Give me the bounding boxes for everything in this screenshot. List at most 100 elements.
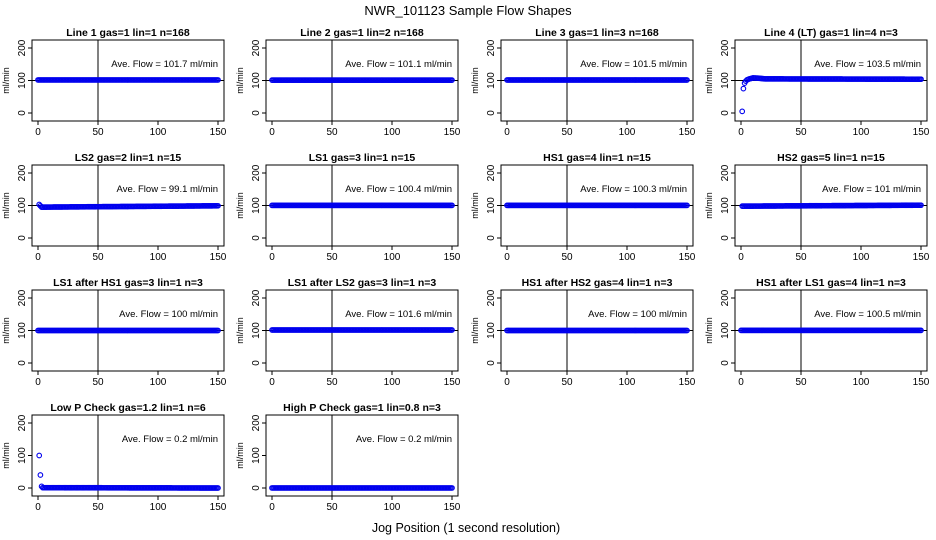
y-tick-label: 100 xyxy=(251,447,262,464)
panel-title: HS1 after LS1 gas=4 lin=1 n=3 xyxy=(756,277,906,289)
ave-flow-annotation: Ave. Flow = 100 ml/min xyxy=(119,309,218,320)
x-tick-label: 50 xyxy=(795,252,807,263)
ave-flow-annotation: Ave. Flow = 101.6 ml/min xyxy=(345,309,452,320)
y-axis-label: ml/min xyxy=(470,317,480,344)
data-point xyxy=(215,202,221,209)
y-tick-label: 200 xyxy=(251,289,262,306)
x-tick-label: 150 xyxy=(913,127,930,138)
x-tick-label: 150 xyxy=(679,377,696,388)
x-tick-label: 50 xyxy=(561,127,573,138)
data-point xyxy=(215,77,221,83)
y-axis-label: ml/min xyxy=(235,192,245,219)
x-tick-label: 150 xyxy=(444,252,461,263)
panel-11: HS1 after HS2 gas=4 lin=1 n=3 0 50 100 150 0 1… xyxy=(470,277,696,388)
y-tick-label: 100 xyxy=(17,72,28,89)
panel-9: LS1 after HS1 gas=3 lin=1 n=3 0 50 100 150 0 1… xyxy=(1,277,227,388)
x-tick-label: 0 xyxy=(738,127,744,138)
x-tick-label: 100 xyxy=(384,377,401,388)
x-tick-label: 100 xyxy=(384,502,401,513)
y-tick-label: 100 xyxy=(17,322,28,339)
panel-title: Line 4 (LT) gas=1 lin=4 n=3 xyxy=(764,27,898,39)
x-tick-label: 0 xyxy=(269,502,275,513)
ave-flow-annotation: Ave. Flow = 101 ml/min xyxy=(822,184,921,195)
y-tick-label: 100 xyxy=(251,197,262,214)
x-tick-label: 0 xyxy=(35,127,41,138)
x-tick-label: 150 xyxy=(210,127,227,138)
ave-flow-annotation: Ave. Flow = 100.4 ml/min xyxy=(345,184,452,195)
y-tick-label: 0 xyxy=(17,235,28,241)
data-series xyxy=(738,327,924,334)
figure-xlabel: Jog Position (1 second resolution) xyxy=(372,521,560,535)
x-tick-label: 150 xyxy=(679,127,696,138)
data-point xyxy=(449,327,455,333)
x-tick-label: 50 xyxy=(92,252,104,263)
y-tick-label: 200 xyxy=(251,414,262,431)
panel-title: Line 3 gas=1 lin=3 n=168 xyxy=(535,27,659,39)
panel-title: LS2 gas=2 lin=1 n=15 xyxy=(75,152,182,164)
x-tick-label: 50 xyxy=(795,377,807,388)
data-point xyxy=(684,77,690,83)
y-tick-label: 100 xyxy=(720,72,731,89)
y-tick-label: 0 xyxy=(251,235,262,241)
x-tick-label: 100 xyxy=(384,127,401,138)
y-tick-label: 0 xyxy=(251,360,262,366)
y-axis-label: ml/min xyxy=(235,442,245,469)
y-axis-label: ml/min xyxy=(470,192,480,219)
data-series xyxy=(269,77,455,83)
panel-title: Low P Check gas=1.2 lin=1 n=6 xyxy=(50,402,205,414)
x-tick-label: 100 xyxy=(150,252,167,263)
ave-flow-annotation: Ave. Flow = 0.2 ml/min xyxy=(122,434,218,445)
panel-6: LS1 gas=3 lin=1 n=15 0 50 100 150 0 100 200 ml/m… xyxy=(235,152,461,263)
panel-title: LS1 after LS2 gas=3 lin=1 n=3 xyxy=(288,277,437,289)
data-point xyxy=(36,452,43,459)
y-tick-label: 0 xyxy=(486,235,497,241)
y-tick-label: 200 xyxy=(251,164,262,181)
data-point xyxy=(684,327,690,334)
y-tick-label: 200 xyxy=(720,164,731,181)
panel-title: High P Check gas=1 lin=0.8 n=3 xyxy=(283,402,441,414)
x-tick-label: 150 xyxy=(444,377,461,388)
x-tick-label: 0 xyxy=(35,377,41,388)
ave-flow-annotation: Ave. Flow = 100.3 ml/min xyxy=(580,184,687,195)
data-point xyxy=(918,327,924,334)
data-series xyxy=(504,202,690,209)
y-axis-label: ml/min xyxy=(1,317,11,344)
x-tick-label: 150 xyxy=(444,127,461,138)
data-point xyxy=(37,472,44,478)
y-axis-label: ml/min xyxy=(235,67,245,94)
panel-7: HS1 gas=4 lin=1 n=15 0 50 100 150 0 100 200 ml/m… xyxy=(470,152,696,263)
x-tick-label: 150 xyxy=(913,252,930,263)
data-point xyxy=(684,202,690,209)
data-series xyxy=(35,77,221,83)
y-tick-label: 0 xyxy=(17,485,28,491)
y-tick-label: 200 xyxy=(17,289,28,306)
x-tick-label: 50 xyxy=(561,377,573,388)
panel-12: HS1 after LS1 gas=4 lin=1 n=3 0 50 100 150 0 1… xyxy=(704,277,930,388)
x-tick-label: 150 xyxy=(444,502,461,513)
x-tick-label: 0 xyxy=(504,252,510,263)
y-axis-label: ml/min xyxy=(235,317,245,344)
y-tick-label: 0 xyxy=(486,360,497,366)
panel-title: HS1 after HS2 gas=4 lin=1 n=3 xyxy=(522,277,673,289)
panel-4: Line 4 (LT) gas=1 lin=4 n=3 0 50 100 150 0 100… xyxy=(704,27,930,138)
x-tick-label: 100 xyxy=(853,377,870,388)
x-tick-label: 50 xyxy=(326,502,338,513)
y-axis-label: ml/min xyxy=(704,192,714,219)
panel-title: LS1 gas=3 lin=1 n=15 xyxy=(309,152,416,164)
data-series xyxy=(35,327,221,334)
panel-13: Low P Check gas=1.2 lin=1 n=6 0 50 100 150 0 1… xyxy=(1,402,227,513)
y-tick-label: 100 xyxy=(17,197,28,214)
panel-5: LS2 gas=2 lin=1 n=15 0 50 100 150 0 100 200 ml/m… xyxy=(1,152,227,263)
data-series xyxy=(269,202,455,209)
data-series xyxy=(739,202,924,209)
y-axis-label: ml/min xyxy=(704,317,714,344)
panel-8: HS2 gas=5 lin=1 n=15 0 50 100 150 0 100 200 ml/m… xyxy=(704,152,930,263)
y-tick-label: 0 xyxy=(251,485,262,491)
panel-title: HS2 gas=5 lin=1 n=15 xyxy=(777,152,885,164)
y-tick-label: 0 xyxy=(720,360,731,366)
x-tick-label: 0 xyxy=(35,502,41,513)
y-axis-label: ml/min xyxy=(1,442,11,469)
x-tick-label: 100 xyxy=(150,127,167,138)
x-tick-label: 50 xyxy=(326,252,338,263)
y-tick-label: 200 xyxy=(17,39,28,56)
